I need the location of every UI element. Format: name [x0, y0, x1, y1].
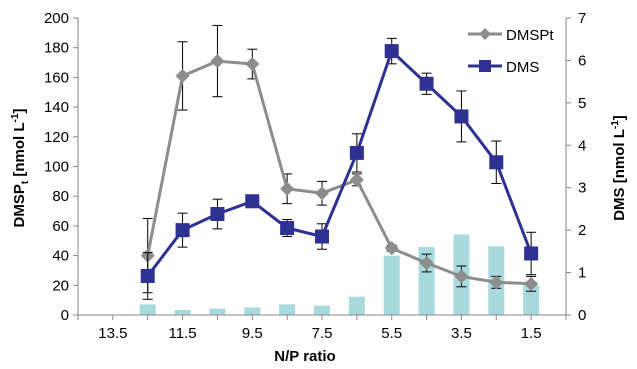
y-left-tick-label: 180: [44, 40, 69, 57]
legend-dms-square-icon: [479, 60, 491, 72]
axes: [73, 17, 571, 320]
data-point-diamond: [489, 275, 504, 290]
y-right-tick-label: 4: [578, 137, 586, 154]
bar: [383, 255, 400, 315]
y-right-tick-label: 5: [578, 95, 586, 112]
y-left-tick-label: 80: [52, 188, 69, 205]
data-point-square: [245, 194, 260, 209]
bar: [209, 308, 226, 315]
y-right-tick-label: 1: [578, 265, 586, 282]
data-point-diamond: [384, 241, 399, 256]
series-line: [146, 49, 533, 277]
bar: [314, 305, 330, 315]
line-series: [140, 24, 539, 300]
tick-labels: 0 20 40 60 80 100 120 140 160 180 200 0 1 2 3 4 5 6 7 13.5 1…: [44, 10, 586, 342]
y-axis-left-title: DMSPt [nmol L-1]: [10, 109, 31, 228]
data-point-diamond: [524, 276, 539, 291]
bar: [348, 296, 365, 315]
bar: [523, 285, 540, 315]
y-left-tick-label: 160: [44, 69, 69, 86]
bar-series: [139, 234, 540, 315]
y-right-tick-label: 7: [578, 10, 586, 27]
y-right-tick-label: 0: [578, 307, 586, 324]
data-point-diamond: [175, 68, 190, 83]
data-point-square: [315, 229, 329, 244]
data-point-diamond: [245, 57, 260, 72]
data-point-square: [140, 268, 155, 283]
y-left-tick-label: 60: [52, 218, 69, 235]
data-point-diamond: [349, 172, 364, 187]
bar: [174, 309, 191, 315]
x-tick-label: 9.5: [242, 325, 263, 342]
x-tick-label: 3.5: [451, 325, 472, 342]
series-line: [146, 59, 532, 286]
legend-dms-label: DMS: [506, 59, 539, 76]
legend: DMSPt DMS: [468, 27, 554, 76]
x-axis-title: N/P ratio: [274, 348, 335, 365]
legend-dmspt-diamond-icon: [479, 28, 491, 40]
data-point-square: [175, 223, 190, 238]
y-left-tick-label: 40: [52, 248, 69, 265]
y-left-tick-label: 0: [61, 307, 69, 324]
data-point-square: [419, 76, 434, 91]
bar: [279, 304, 296, 315]
x-tick-label: 11.5: [169, 325, 197, 342]
data-point-square: [524, 246, 539, 261]
x-tick-label: 13.5: [98, 325, 127, 342]
y-left-tick-label: 140: [44, 99, 69, 116]
y-left-tick-label: 20: [52, 277, 69, 294]
y-right-tick-label: 3: [578, 180, 586, 197]
y-left-tick-label: 100: [44, 159, 69, 176]
data-point-square: [384, 44, 399, 59]
data-point-square: [210, 207, 225, 222]
data-point-square: [489, 155, 504, 170]
y-axis-right-title: DMS [nmol L-1]: [610, 115, 628, 221]
x-tick-label: 1.5: [521, 325, 542, 342]
data-point-square: [280, 221, 295, 236]
data-point-diamond: [210, 54, 225, 69]
legend-dmspt-label: DMSPt: [506, 27, 554, 44]
y-left-tick-label: 120: [44, 129, 69, 146]
bar: [244, 307, 261, 315]
data-point-diamond: [280, 181, 295, 196]
data-point-diamond: [419, 256, 434, 271]
data-point-square: [349, 145, 364, 160]
y-left-tick-label: 200: [44, 10, 69, 27]
data-point-square: [454, 109, 469, 124]
y-right-tick-label: 6: [578, 52, 586, 69]
bar: [139, 304, 156, 315]
data-point-diamond: [454, 269, 469, 284]
y-right-tick-label: 2: [578, 222, 586, 239]
x-tick-label: 5.5: [381, 325, 402, 342]
data-point-diamond: [315, 186, 329, 201]
x-tick-label: 7.5: [312, 325, 333, 342]
